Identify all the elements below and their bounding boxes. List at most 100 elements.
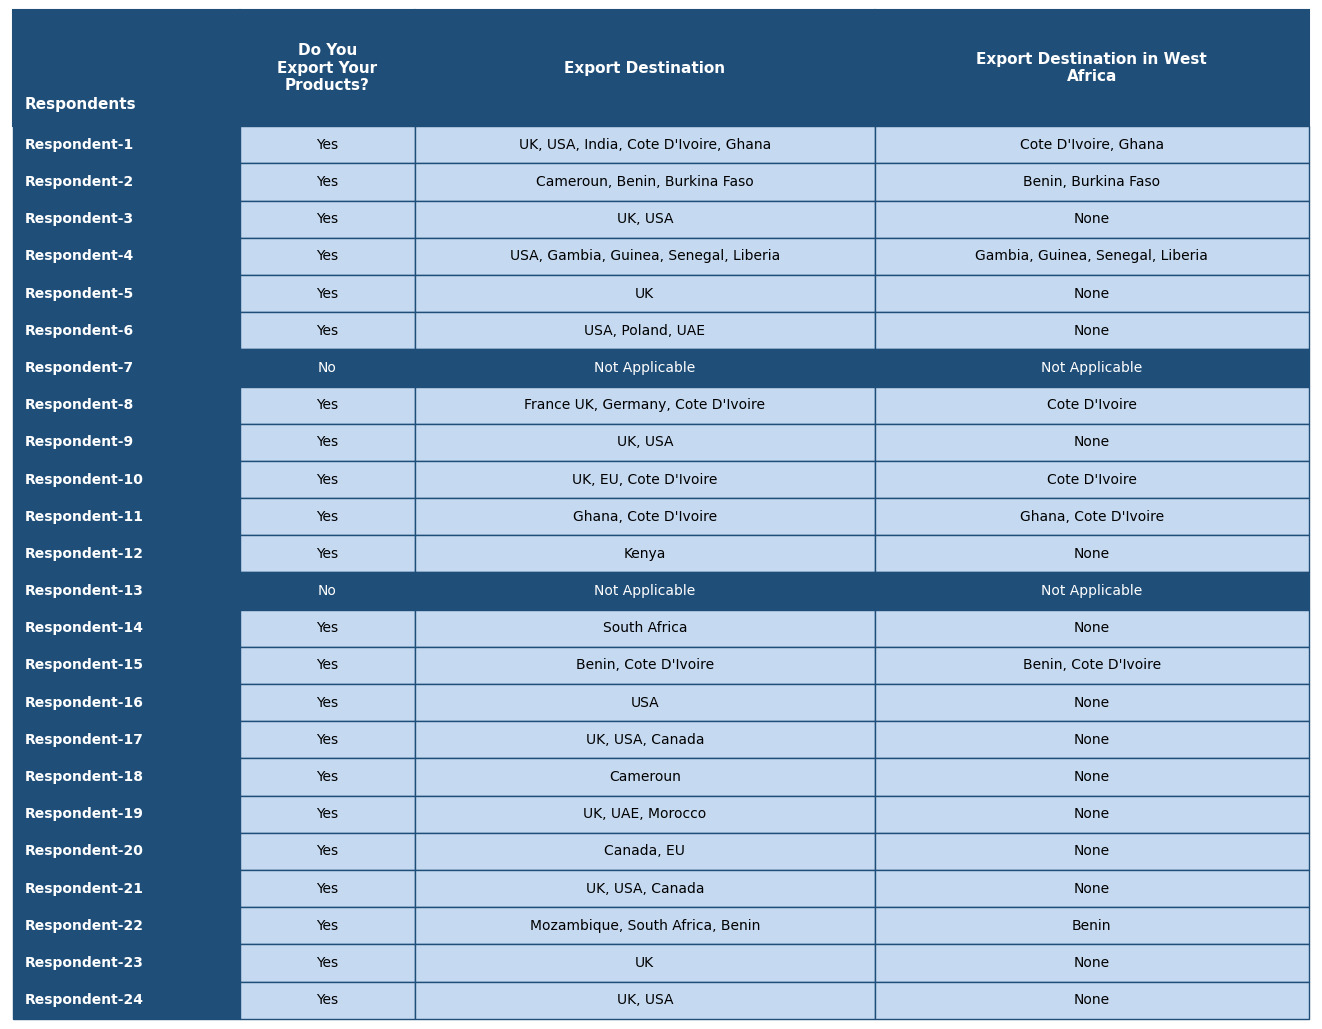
Bar <box>241 832 415 870</box>
Bar <box>415 10 875 127</box>
Text: Respondent-22: Respondent-22 <box>25 919 144 932</box>
Bar <box>13 572 241 609</box>
Bar <box>13 350 241 387</box>
Bar <box>13 238 241 275</box>
Text: USA: USA <box>631 696 660 710</box>
Bar <box>875 127 1309 164</box>
Text: Not Applicable: Not Applicable <box>1042 361 1142 375</box>
Text: Respondent-4: Respondent-4 <box>25 249 134 263</box>
Text: Yes: Yes <box>316 770 338 784</box>
Bar <box>241 908 415 945</box>
Bar <box>415 758 875 795</box>
Bar <box>241 647 415 684</box>
Bar <box>415 275 875 312</box>
Text: Not Applicable: Not Applicable <box>594 361 695 375</box>
Bar <box>415 535 875 572</box>
Bar <box>415 647 875 684</box>
Text: Not Applicable: Not Applicable <box>594 584 695 598</box>
Text: None: None <box>1073 546 1110 561</box>
Bar <box>875 461 1309 498</box>
Text: Cameroun: Cameroun <box>609 770 681 784</box>
Text: Respondents: Respondents <box>25 98 136 112</box>
Text: France UK, Germany, Cote D'Ivoire: France UK, Germany, Cote D'Ivoire <box>525 398 765 413</box>
Bar <box>415 461 875 498</box>
Bar <box>875 238 1309 275</box>
Bar <box>875 572 1309 609</box>
Text: None: None <box>1073 324 1110 338</box>
Text: Respondent-21: Respondent-21 <box>25 882 144 895</box>
Text: None: None <box>1073 882 1110 895</box>
Bar <box>415 609 875 647</box>
Bar <box>875 10 1309 127</box>
Bar <box>415 572 875 609</box>
Text: Respondent-8: Respondent-8 <box>25 398 134 413</box>
Text: Respondent-1: Respondent-1 <box>25 138 134 152</box>
Bar <box>13 870 241 908</box>
Bar <box>13 945 241 982</box>
Text: UK, USA: UK, USA <box>616 993 673 1007</box>
Bar <box>415 387 875 424</box>
Bar <box>241 684 415 721</box>
Text: Yes: Yes <box>316 212 338 226</box>
Bar <box>13 164 241 201</box>
Bar <box>241 127 415 164</box>
Text: Mozambique, South Africa, Benin: Mozambique, South Africa, Benin <box>530 919 760 932</box>
Bar <box>13 908 241 945</box>
Bar <box>875 275 1309 312</box>
Text: Yes: Yes <box>316 659 338 672</box>
Text: Benin, Cote D'Ivoire: Benin, Cote D'Ivoire <box>1023 659 1161 672</box>
Text: Kenya: Kenya <box>624 546 666 561</box>
Text: None: None <box>1073 622 1110 635</box>
Text: Yes: Yes <box>316 175 338 189</box>
Bar <box>875 721 1309 758</box>
Text: Canada, EU: Canada, EU <box>604 845 685 858</box>
Bar <box>415 870 875 908</box>
Text: No: No <box>319 584 337 598</box>
Text: Yes: Yes <box>316 733 338 747</box>
Text: Yes: Yes <box>316 622 338 635</box>
Bar <box>241 461 415 498</box>
Bar <box>875 312 1309 350</box>
Bar <box>875 945 1309 982</box>
Bar <box>13 424 241 461</box>
Text: Respondent-24: Respondent-24 <box>25 993 144 1007</box>
Bar <box>241 10 415 127</box>
Bar <box>415 982 875 1019</box>
Bar <box>241 312 415 350</box>
Bar <box>13 721 241 758</box>
Bar <box>241 982 415 1019</box>
Bar <box>415 164 875 201</box>
Text: USA, Gambia, Guinea, Senegal, Liberia: USA, Gambia, Guinea, Senegal, Liberia <box>510 249 780 263</box>
Text: Yes: Yes <box>316 138 338 152</box>
Text: Cote D'Ivoire: Cote D'Ivoire <box>1047 398 1137 413</box>
Text: Yes: Yes <box>316 807 338 821</box>
Bar <box>13 275 241 312</box>
Bar <box>13 387 241 424</box>
Bar <box>241 758 415 795</box>
Text: Yes: Yes <box>316 324 338 338</box>
Text: Yes: Yes <box>316 472 338 487</box>
Text: Ghana, Cote D'Ivoire: Ghana, Cote D'Ivoire <box>572 509 717 524</box>
Text: Yes: Yes <box>316 956 338 970</box>
Bar <box>241 572 415 609</box>
Text: Respondent-3: Respondent-3 <box>25 212 134 226</box>
Text: Respondent-18: Respondent-18 <box>25 770 144 784</box>
Bar <box>875 201 1309 238</box>
Bar <box>13 982 241 1019</box>
Bar <box>241 238 415 275</box>
Text: Not Applicable: Not Applicable <box>1042 584 1142 598</box>
Bar <box>415 795 875 832</box>
Bar <box>875 609 1309 647</box>
Bar <box>241 945 415 982</box>
Bar <box>13 312 241 350</box>
Bar <box>415 721 875 758</box>
Text: Respondent-16: Respondent-16 <box>25 696 143 710</box>
Text: Yes: Yes <box>316 696 338 710</box>
Bar <box>13 10 241 127</box>
Text: Cameroun, Benin, Burkina Faso: Cameroun, Benin, Burkina Faso <box>535 175 754 189</box>
Bar <box>13 498 241 535</box>
Text: Benin, Burkina Faso: Benin, Burkina Faso <box>1023 175 1161 189</box>
Text: Respondent-5: Respondent-5 <box>25 287 134 300</box>
Text: None: None <box>1073 435 1110 450</box>
Text: USA, Poland, UAE: USA, Poland, UAE <box>584 324 706 338</box>
